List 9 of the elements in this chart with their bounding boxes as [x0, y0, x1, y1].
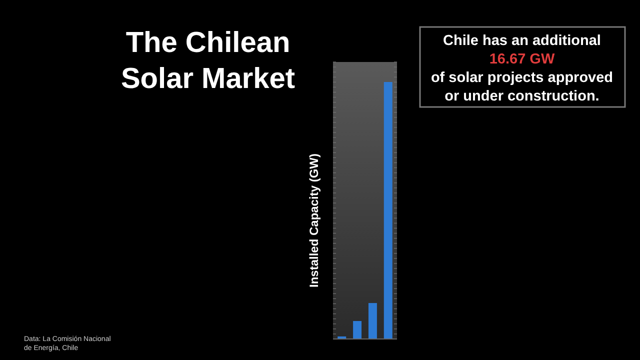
y-axis-title: Installed Capacity (GW) [307, 153, 321, 288]
bar [353, 321, 362, 339]
text: Chile has an additional [443, 33, 601, 49]
text: 16.67 GW [489, 52, 555, 68]
bar [384, 82, 392, 339]
bar [368, 303, 377, 339]
text: or under construction. [444, 88, 600, 104]
text: of solar projects approved [430, 70, 614, 86]
chart-title: The Chilean Solar Market [120, 27, 296, 95]
